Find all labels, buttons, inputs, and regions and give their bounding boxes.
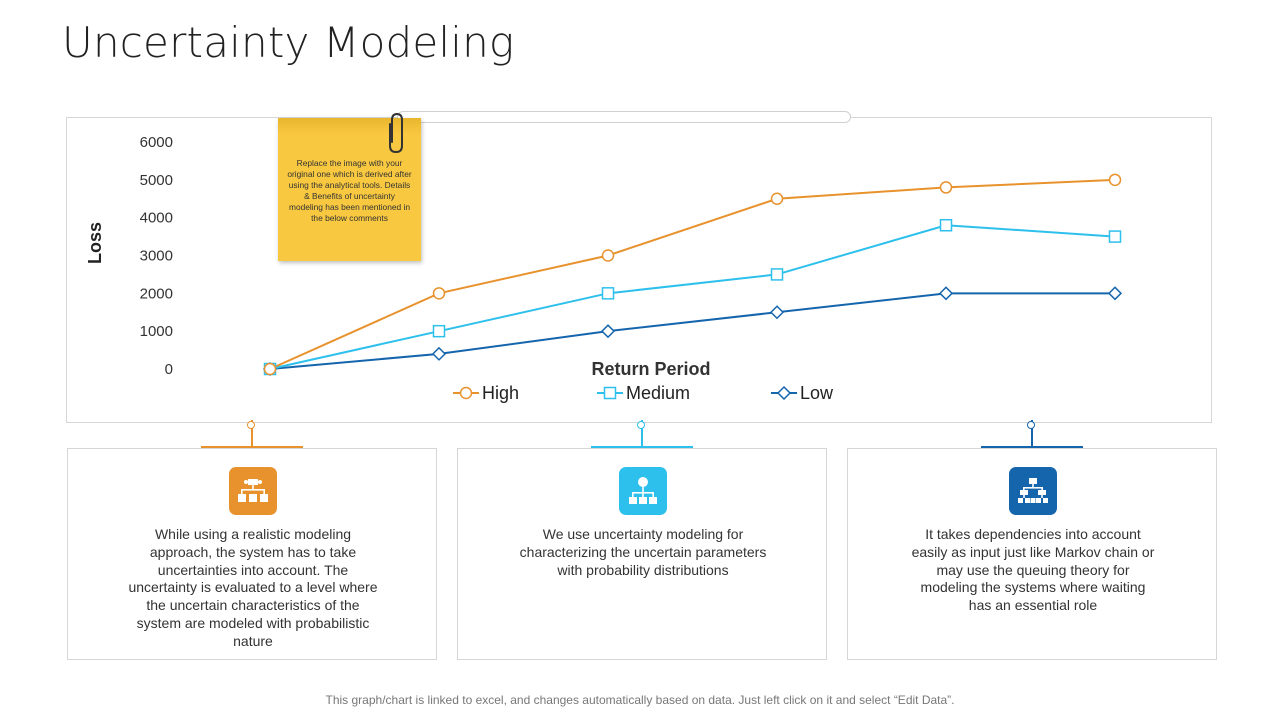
data-point-medium	[770, 268, 784, 281]
y-axis-label: Loss	[85, 222, 105, 264]
y-tick-label: 5000	[140, 172, 173, 189]
network-icon	[1009, 467, 1057, 515]
legend-label: Low	[800, 383, 834, 403]
data-point-high	[939, 181, 953, 194]
data-point-low	[600, 324, 616, 339]
card-accent-bar	[201, 446, 303, 449]
series-line-high	[269, 178, 1116, 370]
legend-marker	[776, 385, 792, 401]
org-chart-icon	[229, 467, 277, 515]
data-point-high	[263, 362, 277, 376]
data-point-low	[769, 305, 785, 320]
data-point-high	[601, 249, 615, 262]
y-tick-label: 4000	[140, 210, 173, 227]
data-point-high	[770, 192, 784, 205]
legend-marker	[459, 386, 473, 400]
data-point-high	[1108, 173, 1122, 187]
data-point-low	[1107, 286, 1123, 301]
card-connector	[251, 420, 253, 446]
series-line-medium	[269, 224, 1116, 370]
series-line-low	[269, 292, 1115, 370]
card-body: While using a realistic modeling approac…	[67, 448, 437, 660]
chart-frame[interactable]: 0 1000 2000 3000 4000 5000 6000 Loss Return Peri…	[66, 117, 1212, 423]
data-point-medium	[939, 218, 953, 232]
legend-marker	[603, 386, 617, 400]
card-text: It takes dependencies into account easil…	[911, 526, 1155, 614]
x-axis-label: Return Period	[591, 359, 710, 379]
footer-note: This graph/chart is linked to excel, and…	[325, 693, 955, 707]
pin-bar	[397, 111, 851, 123]
legend-label: High	[482, 383, 519, 403]
data-point-medium	[1108, 230, 1122, 243]
card-body: We use uncertainty modeling for characte…	[457, 448, 827, 660]
card-connector	[1031, 420, 1033, 446]
paperclip-icon	[389, 112, 403, 154]
y-tick-label: 3000	[140, 248, 173, 265]
legend-label: Medium	[626, 383, 690, 403]
y-tick-label: 1000	[140, 323, 173, 340]
data-point-medium	[432, 324, 446, 338]
info-card-1: While using a realistic modeling approac…	[67, 420, 437, 660]
card-connector-dot	[637, 421, 645, 429]
hierarchy-icon	[619, 467, 667, 515]
card-connector-dot	[1027, 421, 1035, 429]
card-text: While using a realistic modeling approac…	[128, 526, 378, 649]
card-body: It takes dependencies into account easil…	[847, 448, 1217, 660]
data-point-medium	[601, 287, 615, 300]
y-tick-label: 2000	[140, 285, 173, 302]
card-connector	[641, 420, 643, 446]
data-point-high	[432, 287, 446, 300]
data-point-low	[938, 286, 954, 301]
info-card-2: We use uncertainty modeling for characte…	[457, 420, 827, 660]
line-chart: 0 1000 2000 3000 4000 5000 6000 Loss Return Peri…	[85, 134, 1123, 403]
card-text: We use uncertainty modeling for characte…	[519, 526, 767, 578]
y-tick-label: 0	[165, 361, 173, 378]
info-card-3: It takes dependencies into account easil…	[847, 420, 1217, 660]
y-tick-label: 6000	[140, 134, 173, 151]
card-connector-dot	[247, 421, 255, 429]
sticky-note-text: Replace the image with your original one…	[287, 158, 412, 223]
sticky-note[interactable]: Replace the image with your original one…	[278, 118, 421, 261]
card-accent-bar	[981, 446, 1083, 449]
card-accent-bar	[591, 446, 693, 449]
data-point-low	[431, 346, 447, 361]
page-title: Uncertainty Modeling	[62, 18, 515, 67]
